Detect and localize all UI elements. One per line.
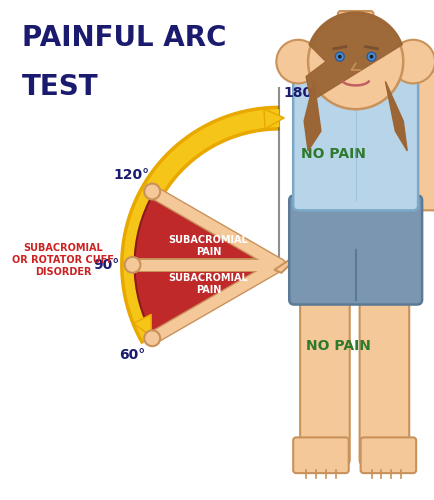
Circle shape [335, 52, 344, 61]
Circle shape [144, 184, 160, 200]
Text: NO PAIN: NO PAIN [301, 148, 366, 162]
Circle shape [391, 40, 434, 84]
FancyBboxPatch shape [293, 438, 349, 473]
Polygon shape [306, 12, 402, 102]
Circle shape [369, 54, 374, 58]
Text: TEST: TEST [22, 74, 98, 102]
Circle shape [125, 257, 141, 273]
Text: NO PAIN: NO PAIN [306, 339, 371, 353]
Polygon shape [134, 314, 151, 336]
Text: 60°: 60° [118, 348, 145, 362]
Polygon shape [304, 82, 321, 151]
FancyBboxPatch shape [289, 196, 422, 304]
FancyBboxPatch shape [293, 46, 418, 210]
FancyBboxPatch shape [300, 288, 350, 464]
Text: 120°: 120° [114, 168, 150, 181]
Text: SUBACROMIAL
OR ROTATOR CUFF
DISORDER: SUBACROMIAL OR ROTATOR CUFF DISORDER [12, 244, 114, 276]
Text: 180°: 180° [283, 86, 319, 101]
Circle shape [338, 54, 342, 58]
Text: SUBACROMIAL
PAIN: SUBACROMIAL PAIN [168, 235, 248, 256]
Circle shape [308, 14, 403, 109]
FancyBboxPatch shape [361, 438, 416, 473]
Polygon shape [385, 82, 407, 151]
Wedge shape [135, 192, 279, 338]
Polygon shape [274, 257, 298, 273]
Circle shape [367, 52, 376, 61]
Circle shape [144, 330, 160, 346]
Text: SUBACROMIAL
PAIN: SUBACROMIAL PAIN [168, 273, 248, 294]
Text: PAINFUL ARC: PAINFUL ARC [22, 24, 226, 52]
FancyBboxPatch shape [338, 11, 374, 56]
Circle shape [276, 40, 320, 84]
FancyBboxPatch shape [360, 288, 409, 464]
FancyBboxPatch shape [408, 72, 434, 210]
Polygon shape [264, 109, 284, 129]
Text: 90°: 90° [94, 258, 120, 272]
